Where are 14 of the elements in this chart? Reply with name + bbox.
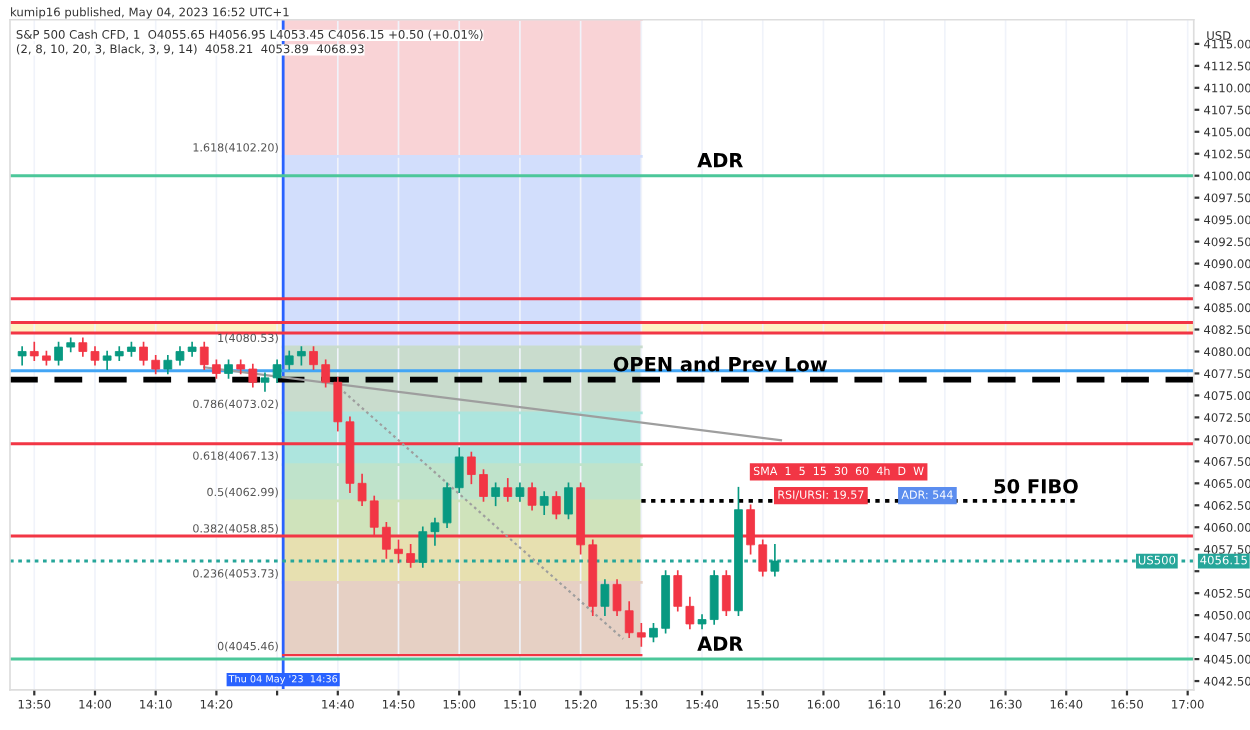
candlestick: [721, 570, 731, 616]
ref-line-label: ADR: [697, 153, 743, 168]
candlestick: [17, 346, 27, 366]
candlestick: [527, 482, 537, 511]
candlestick: [770, 544, 780, 577]
ref-line-label: OPEN and Prev Low: [613, 356, 828, 372]
candlestick: [600, 579, 610, 616]
ref-line-label: ADR: [697, 636, 743, 651]
candlestick: [564, 482, 573, 520]
annotation: 50 FIBO: [994, 478, 1078, 494]
candlestick: [491, 482, 501, 507]
candlestick: [551, 491, 561, 520]
candlestick: [539, 491, 549, 515]
candlestick: [503, 478, 513, 502]
